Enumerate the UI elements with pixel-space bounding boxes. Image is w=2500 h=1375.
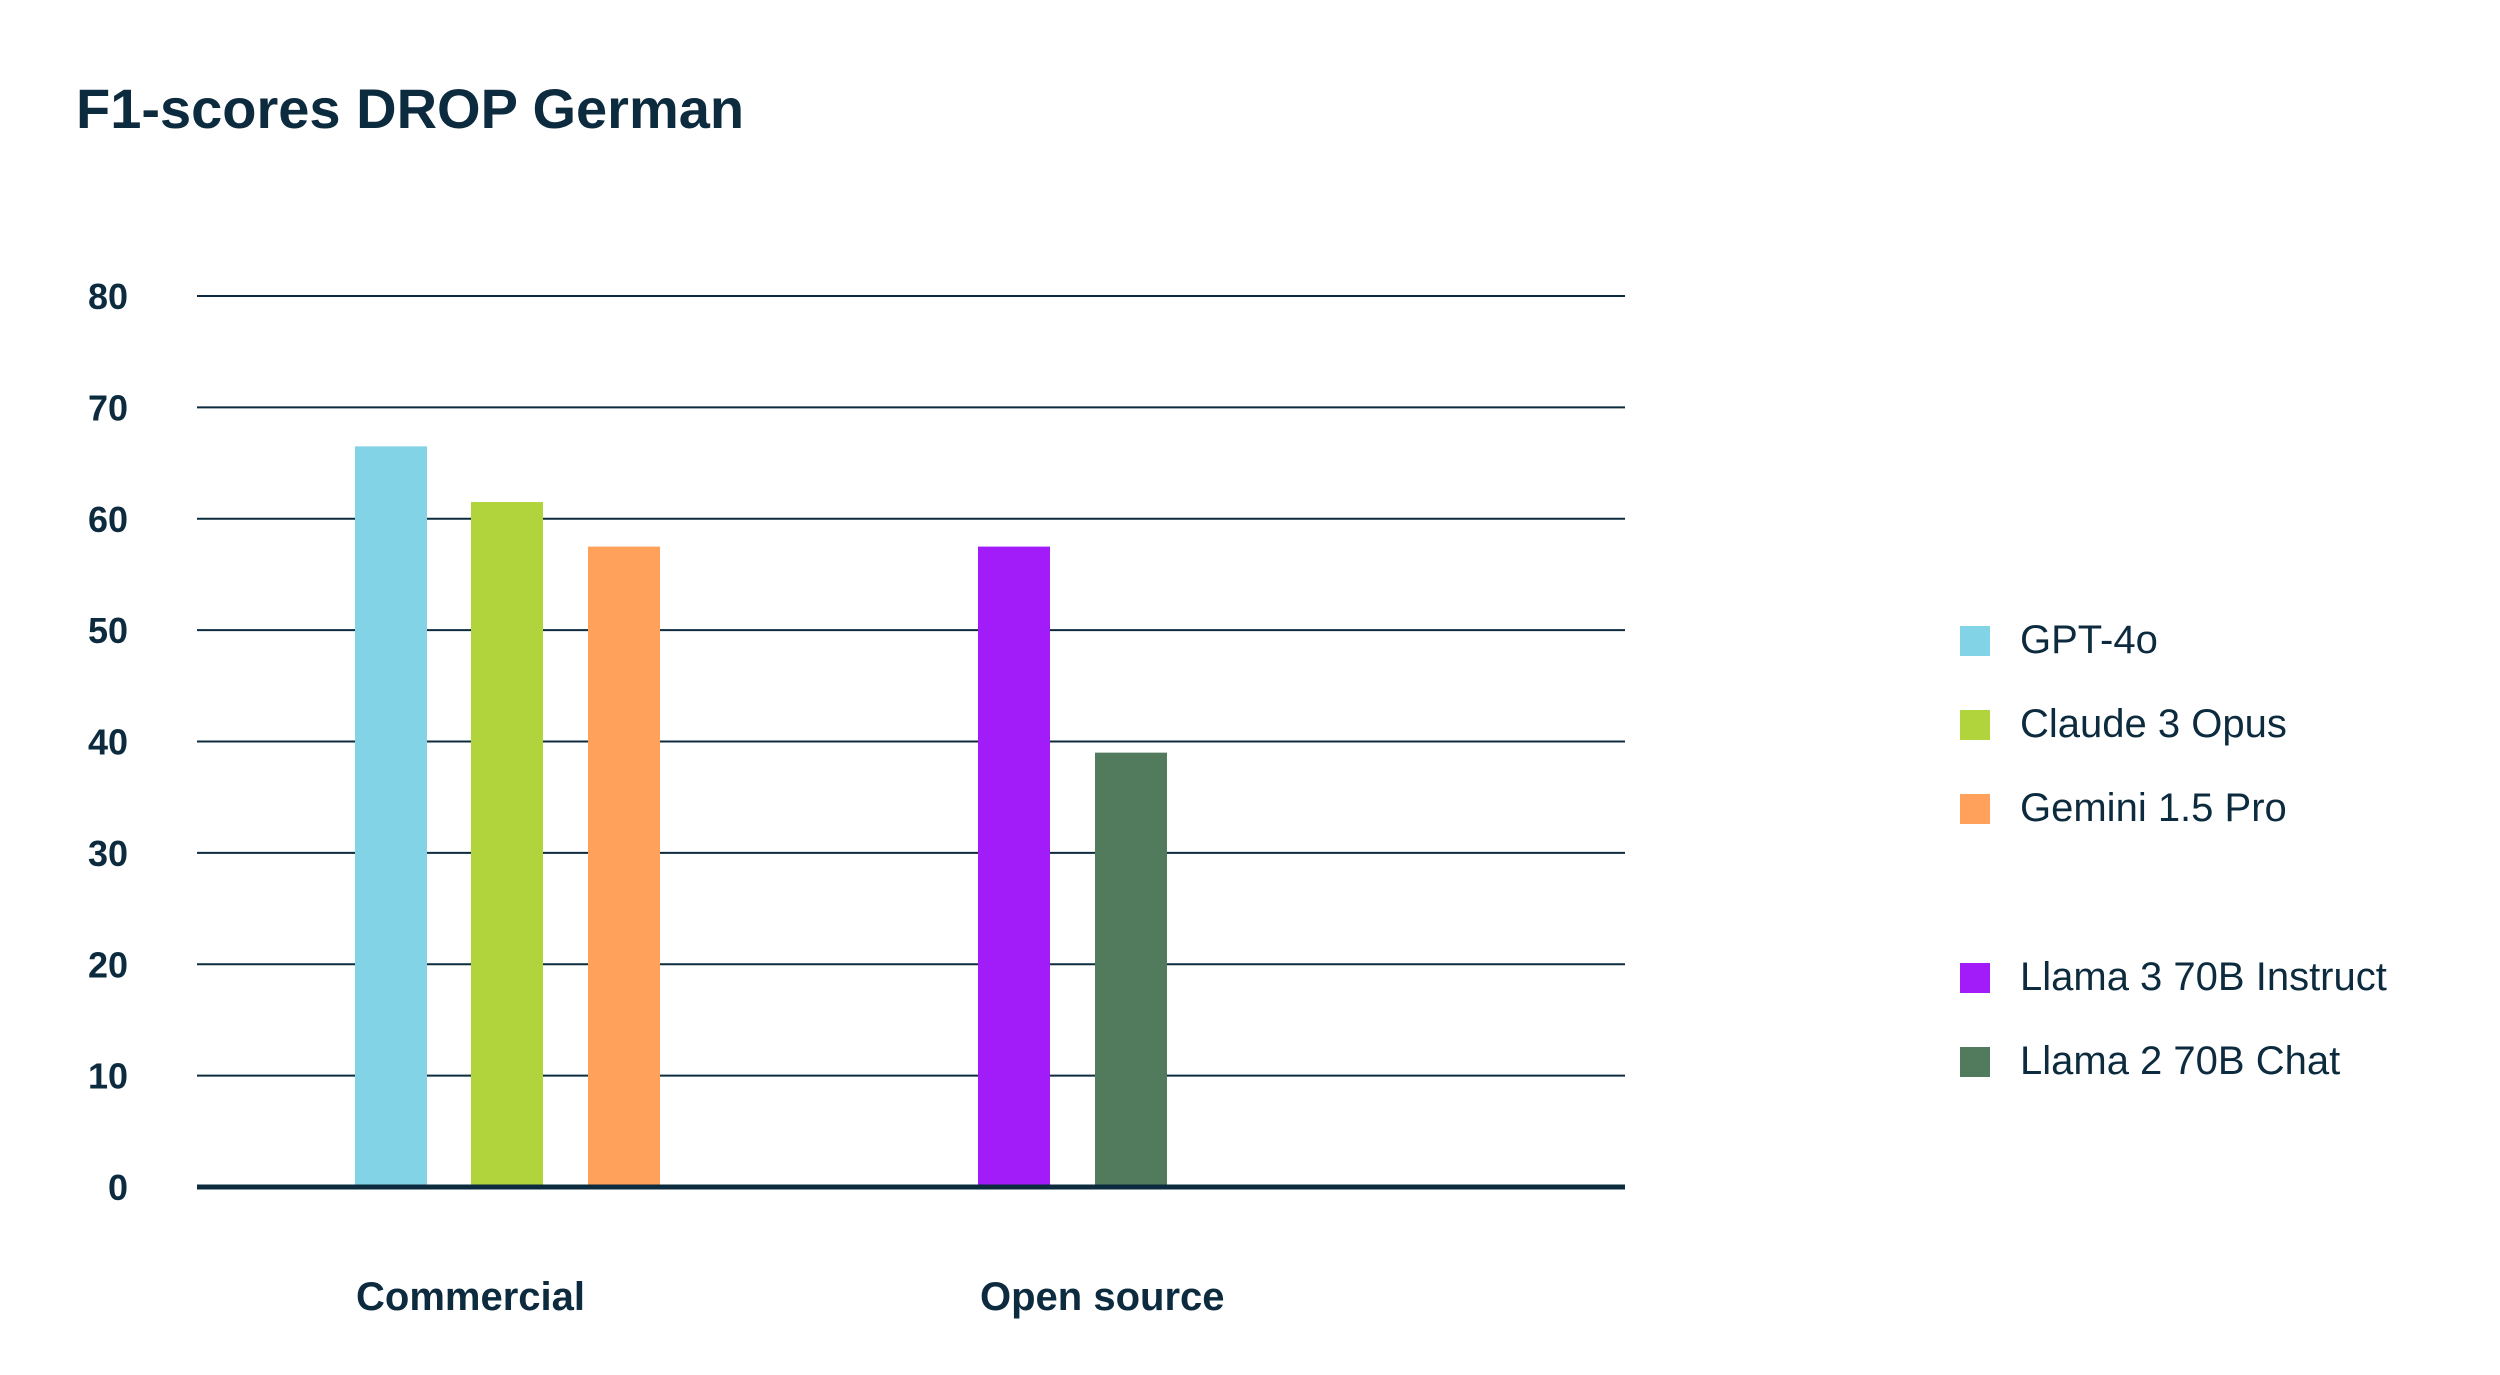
chart-title: F1-scores DROP German: [76, 77, 745, 140]
y-tick-label: 60: [88, 499, 128, 540]
legend-item-llama-2-70b-chat: Llama 2 70B Chat: [1960, 1039, 2340, 1084]
legend-item-gemini-1-5-pro: Gemini 1.5 Pro: [1960, 786, 2287, 831]
legend-item-claude-3-opus: Claude 3 Opus: [1960, 702, 2287, 747]
legend-label: Gemini 1.5 Pro: [2020, 786, 2287, 830]
y-tick-label: 30: [88, 833, 128, 874]
legend-swatch: [1960, 1046, 1990, 1077]
legend-swatch: [1960, 962, 1990, 993]
y-tick-label: 50: [88, 610, 128, 651]
legend-label: GPT-4o: [2020, 618, 2158, 662]
bar-llama-2-70b-chat: [1095, 752, 1167, 1187]
legend-label: Claude 3 Opus: [2020, 702, 2287, 746]
legend-swatch: [1960, 793, 1990, 824]
legend-item-gpt-4o: GPT-4o: [1960, 618, 2158, 663]
bars: [355, 446, 1167, 1187]
y-axis-tick-labels: 0 10 20 30 40 50 60 70 80: [88, 276, 128, 1208]
y-tick-label: 10: [88, 1056, 128, 1097]
x-axis-category-labels: Commercial Open source: [356, 1275, 1225, 1319]
y-tick-label: 70: [88, 387, 128, 428]
bar-claude-3-opus: [471, 502, 543, 1187]
y-tick-label: 20: [88, 944, 128, 985]
bar-llama-3-70b-instruct: [978, 546, 1050, 1187]
gridlines: [197, 295, 1625, 1077]
legend-swatch: [1960, 625, 1990, 656]
y-tick-label: 80: [88, 276, 128, 317]
legend-label: Llama 2 70B Chat: [2020, 1039, 2341, 1083]
legend-label: Llama 3 70B Instruct: [2020, 955, 2387, 999]
y-tick-label: 0: [108, 1167, 128, 1208]
legend-swatch: [1960, 709, 1990, 740]
legend-item-llama-3-70b-instruct: Llama 3 70B Instruct: [1960, 955, 2387, 1000]
category-label-commercial: Commercial: [356, 1275, 585, 1319]
bar-gpt-4o: [355, 446, 427, 1187]
y-tick-label: 40: [88, 722, 128, 763]
category-label-open-source: Open source: [980, 1275, 1225, 1319]
bar-gemini-1-5-pro: [588, 546, 660, 1187]
